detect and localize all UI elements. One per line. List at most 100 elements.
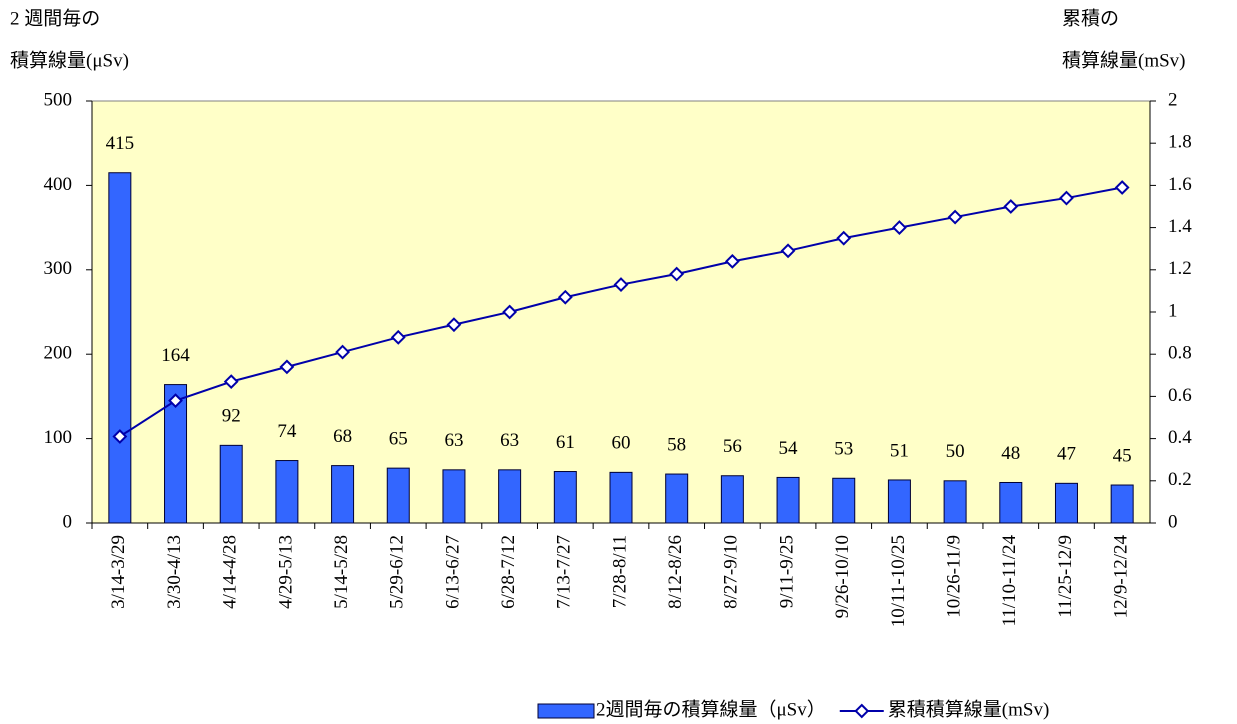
x-tick-label: 12/9-12/24 — [1111, 535, 1132, 619]
x-tick-label: 9/11-9/25 — [776, 535, 797, 608]
x-tick-label: 3/30-4/13 — [164, 535, 185, 609]
y2-tick-label: 1.2 — [1168, 258, 1192, 279]
line-marker — [1059, 190, 1074, 206]
legend-marker — [854, 703, 870, 719]
y2-tick-label: 1 — [1168, 300, 1178, 321]
bar-value-label: 54 — [779, 438, 799, 459]
y-tick-label: 500 — [44, 89, 73, 110]
line-marker — [335, 344, 350, 360]
bar — [108, 172, 132, 524]
y2-tick-label: 1.6 — [1168, 174, 1192, 195]
x-tick-label: 5/14-5/28 — [331, 535, 352, 609]
y-axis-title: 2 週間毎の — [10, 7, 100, 29]
y2-tick-label: 1.8 — [1168, 132, 1192, 153]
line-marker — [1003, 199, 1019, 214]
y2-tick-label: 2 — [1168, 89, 1178, 110]
bar — [832, 477, 856, 524]
bar-value-label: 63 — [500, 430, 519, 451]
bar — [386, 467, 410, 524]
bar — [1110, 484, 1134, 524]
y2-tick-label: 1.4 — [1168, 216, 1192, 237]
bar-value-label: 92 — [222, 406, 241, 427]
line-marker — [780, 243, 796, 259]
y2-tick-label: 0.2 — [1168, 469, 1192, 490]
line-marker — [168, 393, 183, 409]
legend-label: 累積積算線量(mSv) — [888, 698, 1050, 720]
legend-swatch — [537, 703, 595, 719]
legend-label: 2週間毎の積算線量（μSv） — [596, 698, 826, 720]
line-marker — [1114, 180, 1130, 195]
bar — [442, 469, 466, 524]
bar — [943, 480, 967, 524]
bar-value-label: 48 — [1001, 443, 1020, 464]
y2-tick-label: 0.8 — [1168, 343, 1192, 364]
bar-value-label: 50 — [946, 441, 965, 462]
bar — [331, 465, 355, 524]
bar-value-label: 58 — [667, 434, 686, 455]
bar — [1054, 482, 1078, 524]
line-marker — [836, 230, 852, 246]
line-marker — [724, 253, 740, 269]
bar-value-label: 63 — [444, 430, 463, 451]
bar-value-label: 415 — [106, 133, 135, 154]
y2-axis-title: 累積の — [1062, 7, 1119, 29]
plot-area — [91, 100, 1151, 524]
line-marker — [446, 317, 462, 333]
line-marker — [279, 359, 295, 375]
bar — [553, 471, 577, 524]
bar-value-label: 47 — [1057, 444, 1076, 465]
line-marker — [502, 304, 518, 320]
line-marker — [223, 374, 239, 390]
line-marker — [669, 266, 685, 282]
y-tick-label: 0 — [63, 511, 73, 532]
bar — [665, 473, 689, 524]
y-tick-label: 300 — [44, 258, 73, 279]
bar — [275, 460, 299, 524]
x-tick-label: 11/25-12/9 — [1055, 535, 1076, 618]
bar — [164, 384, 188, 524]
y2-tick-label: 0.6 — [1168, 385, 1192, 406]
x-tick-label: 11/10-11/24 — [999, 535, 1020, 627]
line-marker — [557, 289, 573, 305]
bar-value-label: 74 — [277, 421, 297, 442]
x-tick-label: 6/28-7/12 — [498, 535, 519, 609]
x-tick-label: 3/14-3/29 — [108, 535, 129, 609]
x-tick-label: 10/11-10/25 — [888, 535, 909, 627]
bar-value-label: 60 — [612, 433, 631, 454]
x-tick-label: 8/27-9/10 — [721, 535, 742, 609]
bar-value-label: 68 — [333, 426, 352, 447]
bar-value-label: 56 — [723, 436, 742, 457]
y-axis-title: 積算線量(μSv) — [10, 49, 129, 71]
x-tick-label: 10/26-11/9 — [943, 535, 964, 618]
x-tick-label: 4/29-5/13 — [275, 535, 296, 609]
y-tick-label: 200 — [44, 343, 73, 364]
bar — [609, 471, 633, 524]
bar — [219, 444, 243, 524]
y-tick-label: 400 — [44, 174, 73, 195]
bar-value-label: 65 — [389, 428, 408, 449]
line-marker — [947, 209, 963, 225]
x-tick-label: 6/13-6/27 — [442, 535, 463, 609]
x-tick-label: 8/12-8/26 — [665, 535, 686, 609]
bar — [498, 469, 522, 524]
line-marker — [892, 220, 907, 236]
y-tick-label: 100 — [44, 427, 73, 448]
bar-value-label: 45 — [1113, 445, 1132, 466]
y2-tick-label: 0 — [1168, 511, 1178, 532]
line-marker — [390, 329, 406, 345]
bar-value-label: 51 — [890, 440, 909, 461]
bar — [887, 479, 911, 524]
x-tick-label: 4/14-4/28 — [220, 535, 241, 609]
y2-tick-label: 0.4 — [1168, 427, 1192, 448]
bar-value-label: 53 — [834, 439, 853, 460]
y2-axis-title: 積算線量(mSv) — [1062, 49, 1186, 71]
line-marker — [613, 277, 629, 292]
bar — [720, 475, 744, 524]
x-tick-label: 7/13-7/27 — [554, 535, 575, 609]
x-tick-label: 5/29-6/12 — [387, 535, 408, 609]
bar-value-label: 61 — [556, 432, 575, 453]
bar — [776, 476, 800, 524]
bar-value-label: 164 — [161, 345, 190, 366]
x-tick-label: 7/28-8/11 — [609, 535, 630, 608]
